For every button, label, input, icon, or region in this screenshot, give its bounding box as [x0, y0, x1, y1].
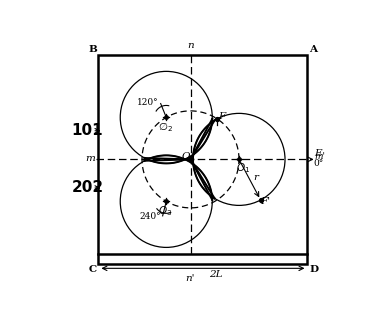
Text: E: E	[314, 149, 322, 158]
Text: B: B	[88, 45, 97, 54]
Text: n': n'	[186, 274, 195, 283]
Text: $O_1$: $O_1$	[236, 161, 251, 175]
Text: 101: 101	[72, 123, 103, 138]
Text: r: r	[253, 173, 258, 182]
Text: 0°: 0°	[313, 159, 324, 168]
Text: O: O	[182, 152, 190, 161]
Text: D: D	[309, 265, 318, 274]
Text: C: C	[89, 265, 97, 274]
Text: m: m	[86, 154, 96, 163]
Text: 202: 202	[72, 181, 104, 195]
Text: 120°: 120°	[137, 98, 158, 107]
Text: F': F'	[260, 197, 271, 206]
Text: n: n	[187, 41, 194, 50]
Text: $O_3$: $O_3$	[158, 204, 172, 218]
Text: A: A	[309, 45, 317, 54]
Text: 2L: 2L	[208, 270, 222, 278]
Text: $\emptyset_2$: $\emptyset_2$	[158, 120, 172, 134]
Text: m': m'	[314, 152, 325, 161]
Text: F: F	[218, 112, 226, 121]
Text: 240°: 240°	[139, 212, 161, 221]
